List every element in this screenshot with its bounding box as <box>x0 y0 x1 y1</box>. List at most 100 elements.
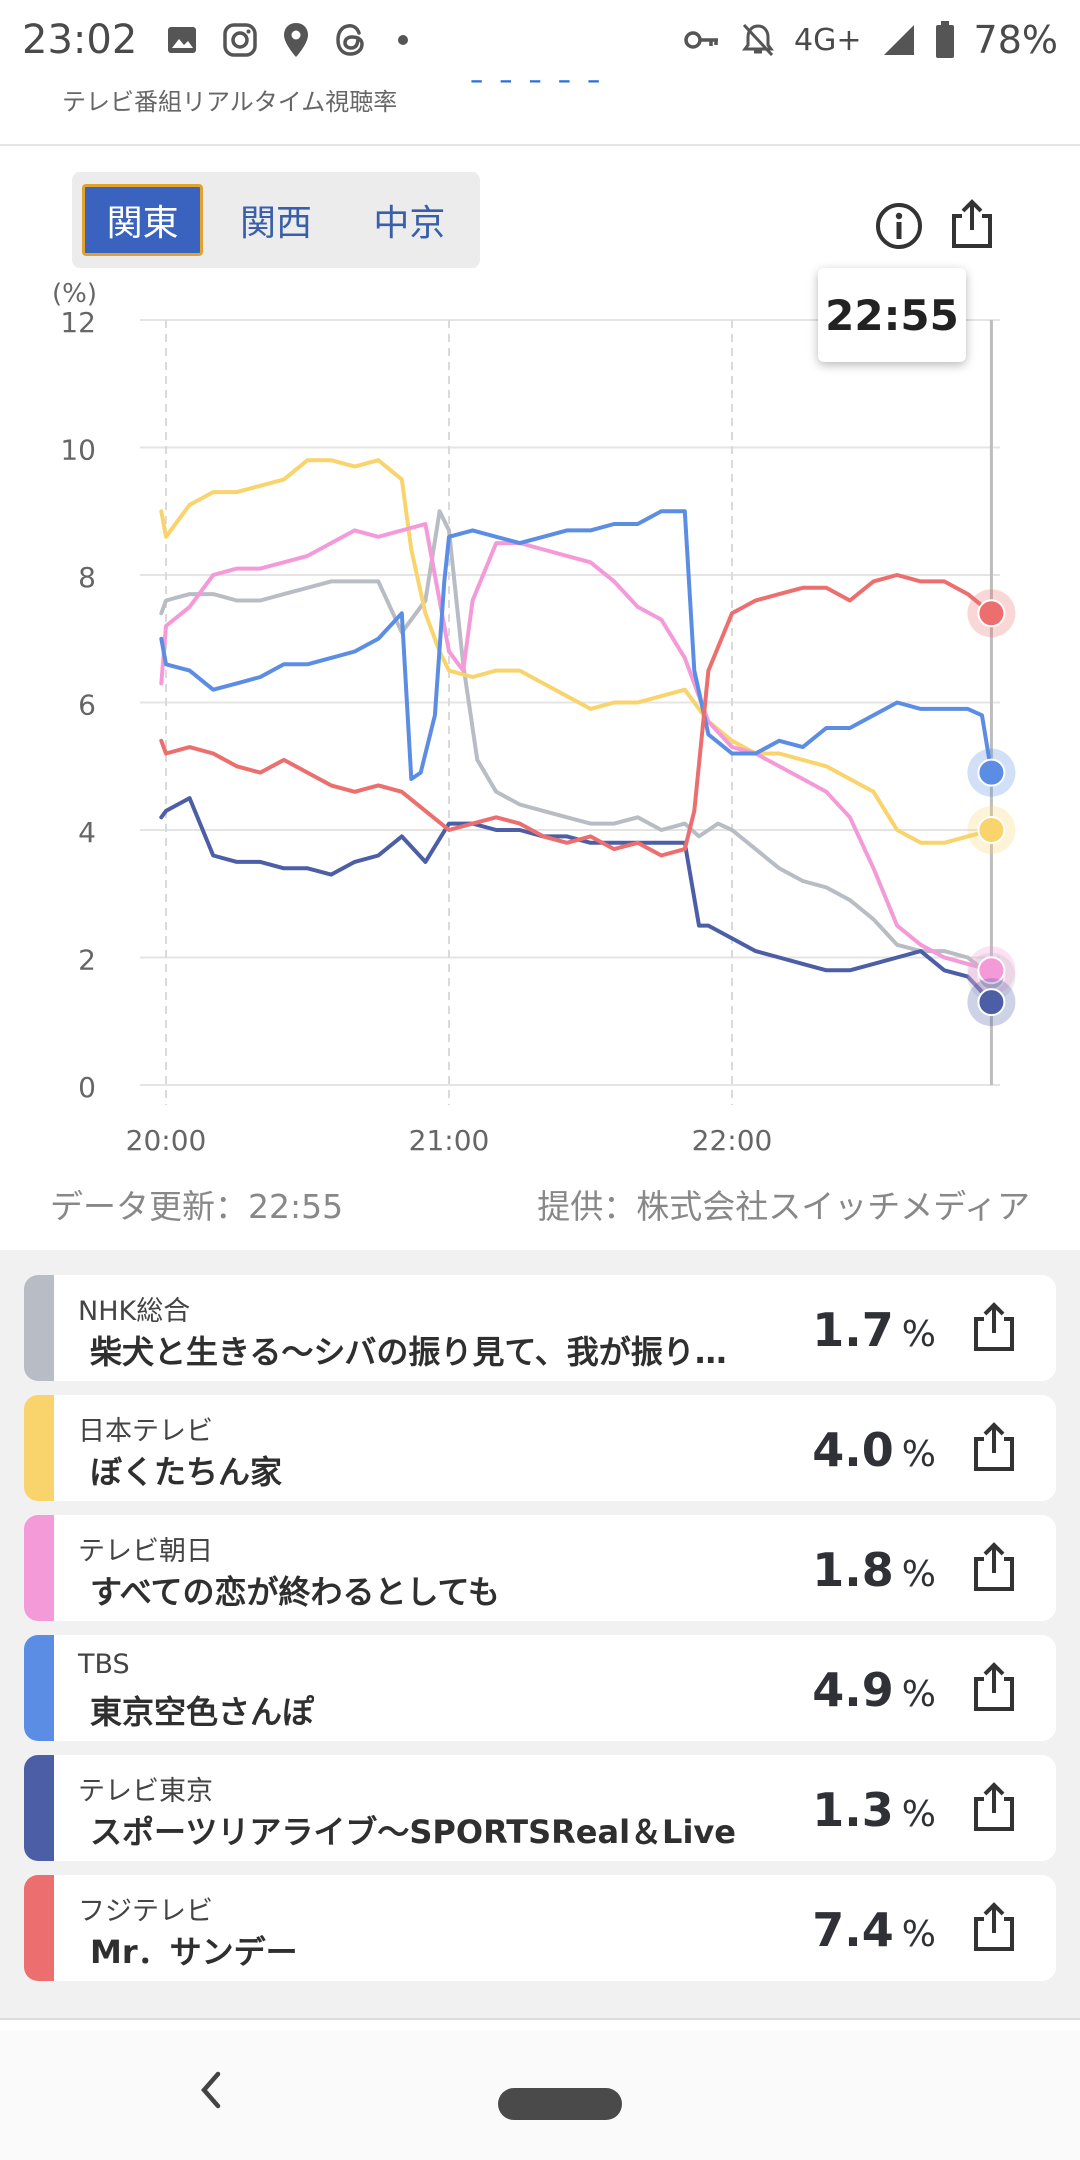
program-title: 柴犬と生きる～シバの振り見て、我が振り… <box>90 1333 727 1371</box>
color-bar <box>24 1635 54 1741</box>
y-tick-label: 0 <box>78 1071 96 1104</box>
region-tabs: 関東 関西 中京 <box>72 172 480 268</box>
series-line-2 <box>159 522 994 973</box>
threads-icon <box>336 24 365 56</box>
channel-name: テレビ東京 <box>78 1776 213 1807</box>
rating-value: 7.4% <box>812 1903 936 1957</box>
x-tick-label: 20:00 <box>126 1124 207 1157</box>
notification-icons <box>165 21 415 59</box>
y-tick-label: 2 <box>78 944 96 977</box>
rating-unit: % <box>901 1914 936 1955</box>
rating-unit: % <box>901 1434 936 1475</box>
channel-card-tv-tokyo[interactable]: テレビ東京 スポーツリアライブ～SPORTSReal＆Live 1.3% <box>24 1755 1056 1861</box>
y-tick-label: 4 <box>78 816 96 849</box>
status-bar: 23:02 4G+ 78% <box>0 0 1080 80</box>
channel-name: TBS <box>78 1649 130 1680</box>
program-title: 東京空色さんぽ <box>90 1693 315 1731</box>
rating-value: 4.9% <box>812 1663 936 1717</box>
site-title: ｰ ｰ ｰ ｰ ｰ <box>470 68 605 98</box>
rating-value: 4.0% <box>812 1423 936 1477</box>
y-tick-label: 10 <box>60 434 96 467</box>
location-icon <box>284 23 309 57</box>
rating-unit: % <box>901 1314 936 1355</box>
color-bar <box>24 1875 54 1981</box>
share-icon[interactable] <box>944 196 1000 252</box>
rating-number: 4.9 <box>812 1663 894 1717</box>
series-line-3 <box>159 509 994 781</box>
program-title: すべての恋が終わるとしても <box>90 1573 500 1611</box>
y-axis-label: (%) <box>52 280 97 309</box>
instagram-icon <box>223 23 258 57</box>
rating-number: 1.8 <box>812 1543 894 1597</box>
signal-icon <box>883 25 914 55</box>
y-tick-label: 6 <box>78 689 96 722</box>
battery-icon <box>935 21 954 58</box>
rating-number: 1.3 <box>812 1783 894 1837</box>
rating-value: 1.8% <box>812 1543 936 1597</box>
data-updated: データ更新：22:55 <box>50 1187 344 1226</box>
series-end-dot-5 <box>977 599 1006 628</box>
program-title: ぼくたちん家 <box>90 1453 283 1491</box>
color-bar <box>24 1275 54 1381</box>
tab-kansai[interactable]: 関西 <box>240 203 313 244</box>
channel-name: 日本テレビ <box>78 1416 213 1447</box>
series-line-5 <box>159 573 994 858</box>
site-subtitle: テレビ番組リアルタイム視聴率 <box>62 88 398 116</box>
back-icon[interactable] <box>190 2060 230 2120</box>
channel-card-tbs[interactable]: TBS 東京空色さんぽ 4.9% <box>24 1635 1056 1741</box>
series-end-dot-4 <box>977 988 1006 1017</box>
program-title: スポーツリアライブ～SPORTSReal＆Live <box>90 1813 736 1851</box>
time-tooltip: 22:55 <box>818 268 966 362</box>
series-line-1 <box>159 458 994 845</box>
x-tick-label: 22:00 <box>692 1124 773 1157</box>
share-icon[interactable] <box>966 1899 1022 1955</box>
data-provider: 提供：株式会社スイッチメディア <box>537 1187 1030 1226</box>
info-icon[interactable] <box>871 198 927 254</box>
share-icon[interactable] <box>966 1539 1022 1595</box>
tab-chukyo[interactable]: 中京 <box>373 203 446 244</box>
color-bar <box>24 1515 54 1621</box>
channel-card-ntv[interactable]: 日本テレビ ぼくたちん家 4.0% <box>24 1395 1056 1501</box>
x-tick-label: 21:00 <box>409 1124 490 1157</box>
page-header: ｰ ｰ ｰ ｰ ｰ テレビ番組リアルタイム視聴率 <box>0 68 1080 146</box>
rating-value: 1.7% <box>812 1303 936 1357</box>
chart-series <box>159 458 994 1005</box>
system-icons: 4G+ 78% <box>682 18 1058 62</box>
series-end-dot-1 <box>977 816 1006 844</box>
rating-value: 1.3% <box>812 1783 936 1837</box>
status-time: 23:02 <box>22 17 138 63</box>
series-end-dot-3 <box>977 758 1006 787</box>
series-line-0 <box>159 509 994 979</box>
channel-name: NHK総合 <box>78 1296 191 1327</box>
y-tick-label: 8 <box>78 561 96 594</box>
channel-card-nhk[interactable]: NHK総合 柴犬と生きる～シバの振り見て、我が振り… 1.7% <box>24 1275 1056 1381</box>
battery-percentage: 78% <box>973 18 1058 62</box>
bell-off-icon <box>742 23 775 57</box>
chart-grid <box>140 319 1000 1105</box>
rating-number: 1.7 <box>812 1303 894 1357</box>
series-line-4 <box>159 796 994 1005</box>
system-nav-bar <box>0 2030 1080 2160</box>
channel-name: テレビ朝日 <box>78 1536 213 1567</box>
channel-name: フジテレビ <box>78 1896 213 1927</box>
home-pill[interactable] <box>498 2088 622 2120</box>
chart-end-markers <box>967 589 1016 1027</box>
rating-unit: % <box>901 1674 936 1715</box>
share-icon[interactable] <box>966 1419 1022 1475</box>
rating-unit: % <box>901 1794 936 1835</box>
dot-icon <box>398 35 409 45</box>
key-icon <box>684 31 719 49</box>
tab-kanto[interactable]: 関東 <box>82 184 204 256</box>
image-icon <box>168 27 197 53</box>
channel-card-fuji[interactable]: フジテレビ Mr．サンデー 7.4% <box>24 1875 1056 1981</box>
color-bar <box>24 1755 54 1861</box>
network-type: 4G+ <box>794 22 862 58</box>
rating-number: 4.0 <box>812 1423 894 1477</box>
chart-meta: データ更新：22:55 提供：株式会社スイッチメディア <box>0 1180 1080 1230</box>
share-icon[interactable] <box>966 1779 1022 1835</box>
share-icon[interactable] <box>966 1659 1022 1715</box>
rating-number: 7.4 <box>812 1903 894 1957</box>
share-icon[interactable] <box>966 1299 1022 1355</box>
chart-axis-labels: 0 2 4 6 8 10 12(%) 20:00 21:00 22:00 <box>52 280 772 1157</box>
channel-card-tv-asahi[interactable]: テレビ朝日 すべての恋が終わるとしても 1.8% <box>24 1515 1056 1621</box>
